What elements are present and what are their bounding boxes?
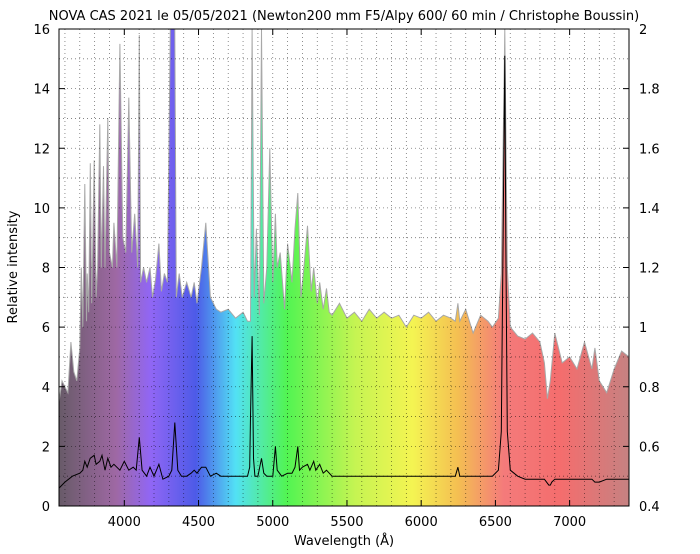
y-tick-label: 2 bbox=[42, 440, 50, 455]
y2-tick-label: 1.6 bbox=[639, 142, 660, 157]
x-tick-label: 6500 bbox=[479, 515, 512, 530]
y-tick-label: 0 bbox=[42, 500, 50, 515]
y-tick-label: 16 bbox=[33, 23, 50, 38]
y2-tick-label: 1.2 bbox=[639, 262, 660, 277]
x-tick-label: 6000 bbox=[405, 515, 438, 530]
x-tick-label: 4500 bbox=[182, 515, 215, 530]
comparison-spectrum-line bbox=[59, 29, 629, 402]
y-tick-label: 12 bbox=[33, 142, 50, 157]
y-axis-left: 0 2 4 6 8 10 12 14 16 bbox=[33, 23, 65, 515]
y2-tick-label: 0.8 bbox=[639, 381, 660, 396]
spectrum-line bbox=[59, 55, 629, 489]
y2-tick-label: 0.4 bbox=[639, 500, 660, 515]
y-tick-label: 6 bbox=[42, 321, 50, 336]
y2-tick-label: 1 bbox=[639, 321, 647, 336]
y-tick-label: 10 bbox=[33, 202, 50, 217]
x-axis-title: Wavelength (Å) bbox=[294, 533, 394, 549]
x-tick-label: 5000 bbox=[256, 515, 289, 530]
x-tick-label: 7000 bbox=[553, 515, 586, 530]
chart-title: NOVA CAS 2021 le 05/05/2021 (Newton200 m… bbox=[49, 9, 639, 24]
y2-tick-label: 1.4 bbox=[639, 202, 660, 217]
x-tick-label: 5500 bbox=[330, 515, 363, 530]
colored-spectrum-fill bbox=[59, 29, 629, 506]
y-tick-label: 14 bbox=[33, 83, 50, 98]
y-axis-title: Relative intensity bbox=[6, 210, 21, 323]
y2-tick-label: 2 bbox=[639, 23, 647, 38]
y2-tick-label: 0.6 bbox=[639, 440, 660, 455]
y-tick-label: 8 bbox=[42, 262, 50, 277]
y-axis-right: 0.4 0.6 0.8 1 1.2 1.4 1.6 1.8 2 bbox=[623, 23, 660, 515]
y2-tick-label: 1.8 bbox=[639, 83, 660, 98]
x-axis: 4000 4500 5000 5500 6000 6500 7000 bbox=[108, 29, 586, 530]
y-tick-label: 4 bbox=[42, 381, 50, 396]
x-tick-label: 4000 bbox=[108, 515, 141, 530]
